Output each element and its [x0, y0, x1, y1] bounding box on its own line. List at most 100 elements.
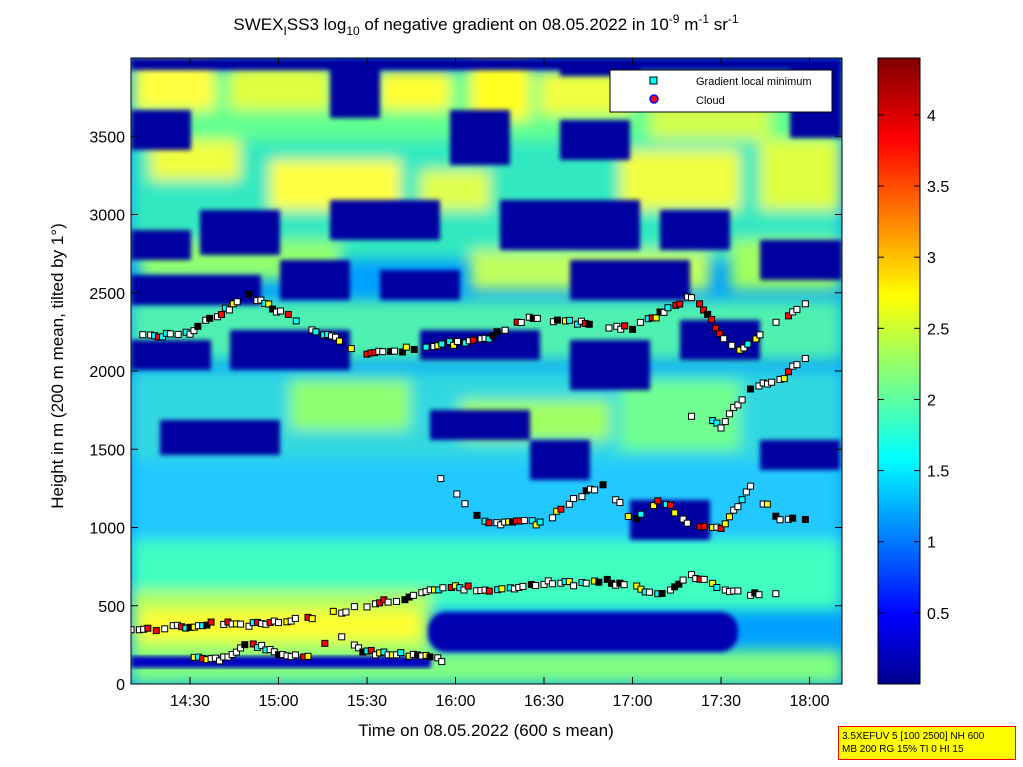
marker-gradient-minimum [578, 493, 586, 501]
marker-gradient-minimum [464, 582, 472, 590]
marker-gradient-minimum [616, 498, 624, 506]
marker-gradient-minimum [536, 518, 544, 526]
marker-gradient-minimum [713, 419, 721, 427]
marker-gradient-minimum [501, 326, 509, 334]
marker-gradient-minimum [664, 304, 672, 312]
marker-gradient-minimum [450, 341, 458, 349]
marker-gradient-minimum [599, 481, 607, 489]
marker-gradient-minimum [742, 488, 750, 496]
marker-gradient-minimum [437, 475, 445, 483]
marker-gradient-minimum [291, 651, 299, 659]
marker-gradient-minimum [720, 335, 728, 343]
marker-gradient-minimum [666, 501, 674, 509]
y-axis-label: Height in m (200 m mean, tilted by 1°) [48, 223, 67, 509]
x-tick-label: 14:30 [170, 693, 210, 710]
marker-gradient-minimum [438, 340, 446, 348]
marker-gradient-minimum [532, 581, 540, 589]
marker-gradient-minimum [216, 657, 224, 665]
marker-gradient-minimum [284, 310, 292, 318]
x-tick-label: 15:30 [347, 693, 387, 710]
colorbar-tick-label: 1.5 [927, 464, 949, 481]
y-tick-label: 0 [116, 677, 125, 694]
x-tick-label: 15:00 [258, 693, 298, 710]
marker-gradient-minimum [624, 512, 632, 520]
marker-gradient-minimum [734, 587, 742, 595]
marker-gradient-minimum [582, 579, 590, 587]
marker-gradient-minimum [335, 337, 343, 345]
marker-gradient-minimum [738, 396, 746, 404]
colorbar-tick-label: 3.5 [927, 179, 949, 196]
marker-gradient-minimum [603, 575, 611, 583]
marker-gradient-minimum [776, 516, 784, 524]
colorbar [877, 57, 921, 685]
marker-gradient-minimum [186, 330, 194, 338]
marker-gradient-minimum [620, 581, 628, 589]
marker-gradient-minimum [652, 314, 660, 322]
colorbar-tick-label: 4 [927, 108, 936, 125]
marker-gradient-minimum [801, 300, 809, 308]
marker-gradient-minimum [489, 332, 497, 340]
marker-gradient-minimum [332, 333, 340, 341]
marker-gradient-minimum [725, 513, 733, 521]
x-axis: 14:30 15:00 15:30 16:00 16:30 17:00 17:30 18:00 [170, 58, 830, 710]
marker-gradient-minimum [207, 618, 215, 626]
marker-gradient-minimum [704, 310, 712, 318]
marker-gradient-minimum [793, 361, 801, 369]
marker-gradient-minimum [166, 330, 174, 338]
marker-gradient-minimum [312, 328, 320, 336]
marker-gradient-minimum [144, 624, 152, 632]
marker-gradient-minimum [768, 378, 776, 386]
marker-gradient-minimum [671, 509, 679, 517]
marker-gradient-minimum [744, 340, 752, 348]
marker-gradient-minimum [528, 517, 536, 525]
x-axis-label: Time on 08.05.2022 (600 s mean) [358, 721, 613, 740]
marker-gradient-minimum [738, 496, 746, 504]
y-tick-label: 2000 [89, 364, 125, 381]
marker-gradient-minimum [139, 331, 147, 339]
colorbar-tick-label: 0.5 [927, 606, 949, 623]
marker-gradient-minimum [553, 316, 561, 324]
legend-label-cloud: Cloud [696, 95, 725, 107]
marker-gradient-minimum [533, 314, 541, 322]
marker-gradient-minimum [679, 576, 687, 584]
colorbar-tick-label: 3 [927, 250, 936, 267]
marker-gradient-minimum [784, 312, 792, 320]
marker-gradient-minimum [654, 497, 662, 505]
marker-gradient-minimum [363, 603, 371, 611]
marker-gradient-minimum [565, 578, 573, 586]
marker-gradient-minimum [291, 614, 299, 622]
x-tick-label: 16:30 [524, 693, 564, 710]
marker-gradient-minimum [700, 522, 708, 530]
marker-gradient-minimum [338, 633, 346, 641]
marker-gradient-minimum [570, 582, 578, 590]
marker-gradient-minimum [605, 324, 613, 332]
marker-gradient-minimum [801, 515, 809, 523]
legend-marker-gradient-minimum [649, 76, 658, 85]
marker-gradient-minimum [434, 654, 442, 662]
marker-gradient-minimum [636, 318, 644, 326]
marker-gradient-minimum [304, 652, 312, 660]
marker-gradient-minimum [342, 608, 350, 616]
marker-gradient-minimum [275, 619, 283, 627]
marker-gradient-minimum [393, 597, 401, 605]
marker-gradient-minimum [696, 300, 704, 308]
y-tick-label: 500 [98, 599, 125, 616]
x-tick-label: 18:00 [790, 693, 830, 710]
marker-gradient-minimum [426, 653, 434, 661]
marker-gradient-minimum [747, 482, 755, 490]
y-tick-label: 1500 [89, 442, 125, 459]
marker-gradient-minimum [347, 345, 355, 353]
marker-gradient-minimum [461, 500, 469, 508]
marker-gradient-minimum [485, 519, 493, 527]
marker-gradient-minimum [245, 622, 253, 630]
marker-gradient-minimum [772, 590, 780, 598]
marker-gradient-minimum [446, 338, 454, 346]
chart-title: SWEXISS3 log10 of negative gradient on 0… [233, 12, 739, 38]
stamp-line-1: 3.5XEFUV 5 [100 2500] NH 600 [842, 731, 985, 742]
settings-stamp: 3.5XEFUV 5 [100 2500] NH 600 MB 200 RG 1… [838, 726, 1016, 760]
marker-gradient-minimum [174, 330, 182, 338]
marker-gradient-minimum [658, 589, 666, 597]
marker-gradient-minimum [713, 584, 721, 592]
marker-gradient-minimum [350, 603, 358, 611]
